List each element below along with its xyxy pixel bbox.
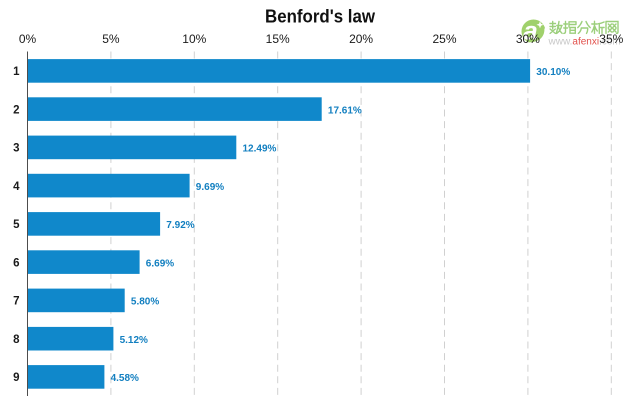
svg-text:20%: 20% bbox=[349, 32, 373, 46]
svg-text:5.80%: 5.80% bbox=[131, 297, 159, 308]
svg-text:6.69%: 6.69% bbox=[146, 258, 174, 269]
svg-text:12.49%: 12.49% bbox=[243, 144, 277, 155]
svg-text:30.10%: 30.10% bbox=[536, 67, 570, 78]
svg-text:25%: 25% bbox=[432, 32, 456, 46]
svg-text:5: 5 bbox=[13, 219, 20, 231]
svg-text:2: 2 bbox=[13, 104, 19, 116]
svg-text:www.afenxi.com: www.afenxi.com bbox=[548, 37, 621, 48]
svg-text:4.58%: 4.58% bbox=[111, 373, 139, 384]
svg-text:5%: 5% bbox=[102, 32, 120, 46]
svg-text:5.12%: 5.12% bbox=[120, 335, 148, 346]
svg-text:7: 7 bbox=[13, 296, 19, 308]
svg-text:Benford's law: Benford's law bbox=[265, 6, 376, 27]
svg-text:8: 8 bbox=[13, 334, 20, 346]
svg-text:10%: 10% bbox=[182, 32, 206, 46]
svg-text:3: 3 bbox=[13, 143, 19, 155]
svg-text:1: 1 bbox=[13, 66, 20, 78]
svg-text:7.92%: 7.92% bbox=[166, 220, 194, 231]
svg-text:0%: 0% bbox=[19, 32, 37, 46]
svg-text:30%: 30% bbox=[516, 32, 540, 46]
svg-text:6: 6 bbox=[13, 257, 19, 269]
svg-text:a: a bbox=[523, 16, 537, 46]
svg-text:9.69%: 9.69% bbox=[196, 182, 224, 193]
svg-text:4: 4 bbox=[13, 181, 20, 193]
svg-text:9: 9 bbox=[13, 372, 19, 384]
svg-text:17.61%: 17.61% bbox=[328, 105, 362, 116]
svg-text:15%: 15% bbox=[266, 32, 290, 46]
svg-text:35%: 35% bbox=[599, 32, 623, 46]
